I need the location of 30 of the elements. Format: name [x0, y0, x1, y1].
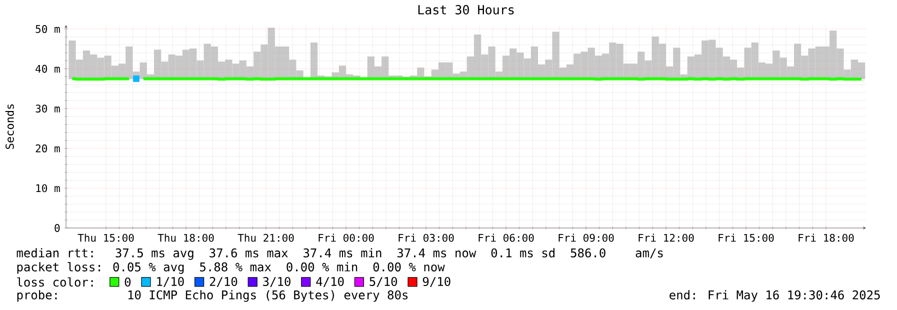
text: 0: [124, 277, 131, 287]
text: end: Fri May 16 19:30:46 2025: [670, 290, 880, 302]
y-axis-title: Seconds: [5, 104, 14, 149]
text: loss color:: [17, 277, 93, 287]
text: 2/10: [210, 276, 238, 287]
text: packet loss: 0.05 % avg 5.88 % max 0.00 % min 0.00 % now: [17, 262, 445, 274]
x-tick-label: Thu 18:00: [158, 234, 214, 242]
chart-title: Last 30 Hours: [418, 5, 514, 14]
x-tick-label: Thu 15:00: [78, 234, 134, 242]
text: median rtt: 37.5 ms avg 37.6 ms max 37.4 ms min 37.4 ms now 0.1 ms sd 586.0 am/s: [16, 248, 663, 260]
x-tick-label: Fri 09:00: [558, 234, 614, 242]
x-tick-label: Fri 18:00: [798, 234, 854, 242]
y-tick-label: 20 m: [36, 144, 60, 152]
text: 4/10: [316, 276, 344, 287]
x-tick-label: Fri 12:00: [638, 234, 694, 242]
x-tick-label: Thu 21:00: [238, 234, 294, 242]
y-tick-label: 40 m: [36, 64, 60, 73]
text: 1/10: [157, 276, 184, 287]
text: 9/10: [422, 276, 450, 287]
x-tick-label: Fri 06:00: [478, 234, 534, 242]
text: probe: 10 ICMP Echo Pings (56 Bytes) every 80s: [17, 290, 408, 302]
x-tick-label: Fri 00:00: [318, 234, 374, 242]
y-tick-label: 50 m: [36, 25, 60, 33]
y-tick-label: 10 m: [36, 184, 60, 192]
text: 5/10: [370, 276, 398, 287]
x-tick-label: Fri 03:00: [398, 234, 454, 242]
text: 3/10: [263, 276, 290, 287]
y-tick-label: 30 m: [36, 104, 60, 113]
x-tick-label: Fri 15:00: [718, 234, 774, 242]
y-tick-label: 0: [54, 224, 60, 232]
